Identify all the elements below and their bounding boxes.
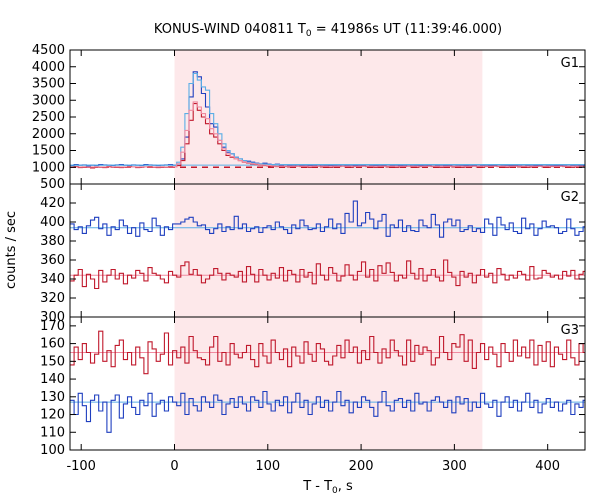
shaded-interval xyxy=(174,50,483,450)
x-tick-label: 0 xyxy=(170,459,178,474)
y-tick-label: 420 xyxy=(40,196,65,211)
panel-label-g2: G2 xyxy=(561,190,579,205)
x-tick-label: 300 xyxy=(442,459,467,474)
panel-g2-series-0 xyxy=(70,200,585,238)
y-tick-label: 3500 xyxy=(32,77,65,92)
y-tick-label: 340 xyxy=(40,272,65,287)
y-tick-label: 120 xyxy=(40,408,65,423)
y-tick-label: 4500 xyxy=(32,43,65,58)
panel-g3-series-1 xyxy=(70,390,585,433)
panel-g1-series-2 xyxy=(70,103,585,169)
y-tick-label: 170 xyxy=(40,319,65,334)
chart-title: KONUS-WIND 040811 T0 = 41986s UT (11:39:… xyxy=(154,22,502,39)
y-tick-label: 360 xyxy=(40,253,65,268)
y-tick-label: 1500 xyxy=(32,144,65,159)
x-tick-label: -100 xyxy=(66,459,96,474)
panel-g3-plot xyxy=(70,330,585,433)
y-tick-label: 300 xyxy=(40,310,65,325)
y-tick-label: 3000 xyxy=(32,93,65,108)
y-tick-label: 1000 xyxy=(32,160,65,175)
y-tick-label: 4000 xyxy=(32,60,65,75)
y-tick-label: 110 xyxy=(40,425,65,440)
y-tick-label: 2500 xyxy=(32,110,65,125)
x-tick-label: 400 xyxy=(535,459,560,474)
y-tick-label: 500 xyxy=(40,177,65,192)
panel-label-g1: G1 xyxy=(561,56,579,71)
panel-g1-series-1 xyxy=(70,72,585,166)
y-tick-label: 320 xyxy=(40,291,65,306)
x-tick-label: 200 xyxy=(349,459,374,474)
panel-g2-series-1 xyxy=(70,259,585,290)
y-tick-label: 150 xyxy=(40,354,65,369)
panel-g2-plot xyxy=(70,200,585,290)
y-tick-label: 2000 xyxy=(32,127,65,142)
y-axis-label: counts / sec xyxy=(4,211,19,289)
y-tick-label: 380 xyxy=(40,234,65,249)
y-tick-label: 100 xyxy=(40,443,65,458)
panel-g3-series-0 xyxy=(70,330,585,375)
panel-g3-frame xyxy=(69,316,586,451)
y-tick-label: 130 xyxy=(40,390,65,405)
y-tick-label: 160 xyxy=(40,337,65,352)
x-axis-label: T - T0, s xyxy=(302,479,353,496)
x-tick-label: 100 xyxy=(255,459,280,474)
panel-label-g3: G3 xyxy=(561,323,579,338)
panel-g1-series-3 xyxy=(70,101,584,168)
y-tick-label: 400 xyxy=(40,215,65,230)
panel-g1-plot xyxy=(70,71,585,169)
y-tick-label: 140 xyxy=(40,372,65,387)
